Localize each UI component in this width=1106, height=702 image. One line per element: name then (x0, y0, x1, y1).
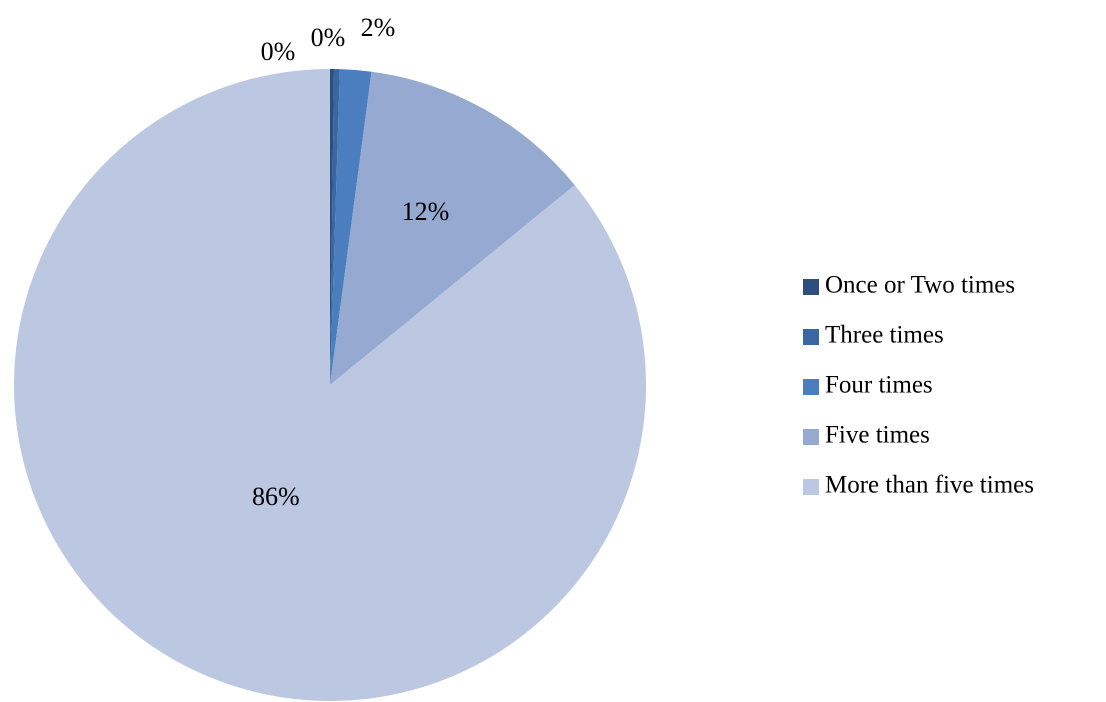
pie-slice (330, 71, 575, 385)
legend-label: Five times (825, 422, 930, 449)
pie-slice (330, 69, 340, 385)
legend-swatch (803, 479, 819, 495)
legend-label: Once or Two times (825, 272, 1015, 299)
data-label: 0% (261, 37, 296, 66)
pie-slice (14, 69, 647, 702)
legend-swatch (803, 429, 819, 445)
legend-label: Four times (825, 372, 933, 399)
legend-swatch (803, 379, 819, 395)
pie-slice (330, 69, 334, 385)
data-label: 12% (402, 197, 450, 226)
data-label: 2% (361, 13, 396, 42)
data-label: 86% (252, 482, 300, 511)
pie-slice (330, 69, 372, 385)
data-label: 0% (311, 23, 346, 52)
legend-swatch (803, 279, 819, 295)
legend-label: Three times (825, 322, 944, 349)
legend-swatch (803, 329, 819, 345)
legend-label: More than five times (825, 472, 1034, 499)
